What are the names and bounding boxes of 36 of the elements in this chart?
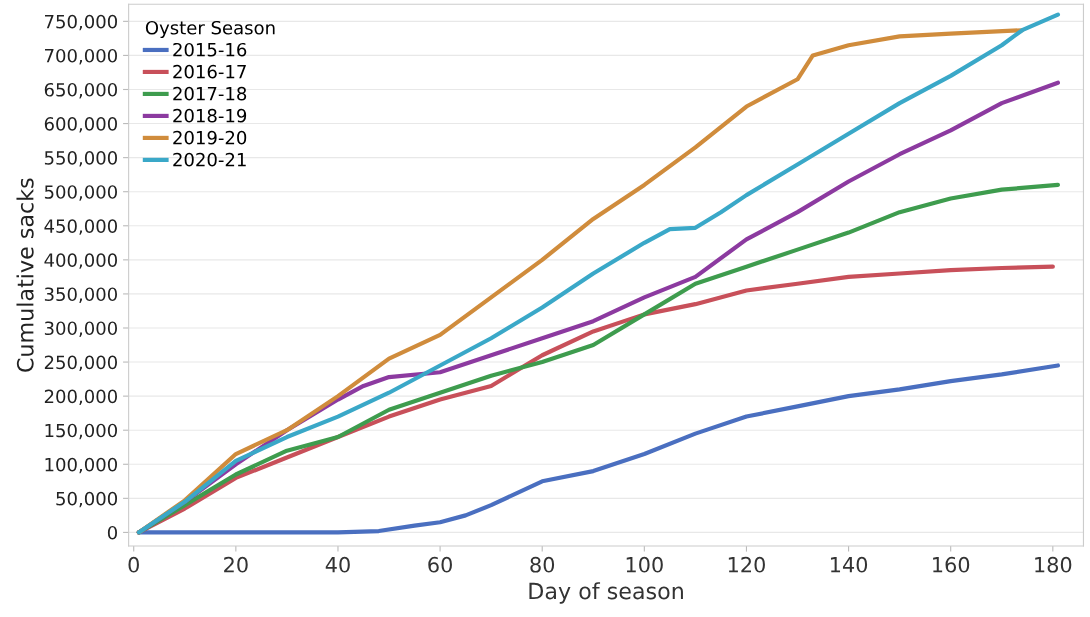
y-tick-label: 600,000 [44,117,117,133]
x-tick-label: 180 [1035,556,1072,573]
x-tick-label: 160 [933,556,970,573]
y-tick-label: 650,000 [44,82,117,99]
x-tick-label: 80 [530,556,555,573]
x-tick-label: 0 [128,556,139,573]
line-series [136,363,1061,535]
y-tick-label: 250,000 [44,355,117,372]
y-tick-label: 750,000 [45,14,117,31]
y-tick-label: 300,000 [44,321,117,337]
y-tick-label: 150,000 [45,423,117,440]
x-tick-label: 40 [325,556,350,573]
y-tick-label: 450,000 [44,219,117,235]
legend-label: 2017-18 [173,86,247,101]
legend-label: 2019-20 [173,130,247,145]
legend-label: 2015-16 [173,42,247,57]
y-axis-title: Cumulative sacks [16,178,34,372]
x-tick-label: 120 [728,556,765,573]
x-tick-label: 100 [626,556,663,573]
legend-label: 2016-17 [173,64,246,79]
y-tick-label: 350,000 [44,287,117,303]
x-tick-label: 140 [830,556,868,573]
y-tick-label: 50,000 [56,491,117,508]
x-tick-label: 60 [428,556,452,573]
x-axis-title: Day of season [529,582,683,604]
y-tick-label: 100,000 [45,457,117,474]
y-tick-label: 500,000 [44,185,117,201]
y-tick-label: 200,000 [44,389,117,406]
y-tick-label: 550,000 [44,151,117,167]
legend-label: 2020-21 [173,152,246,167]
x-tick-label: 20 [224,556,248,573]
legend-label: 2018-19 [173,108,247,123]
legend-title: Oyster Season [145,20,275,39]
y-tick-label: 0 [107,525,117,540]
y-tick-label: 700,000 [45,48,117,65]
y-tick-label: 400,000 [44,253,117,269]
